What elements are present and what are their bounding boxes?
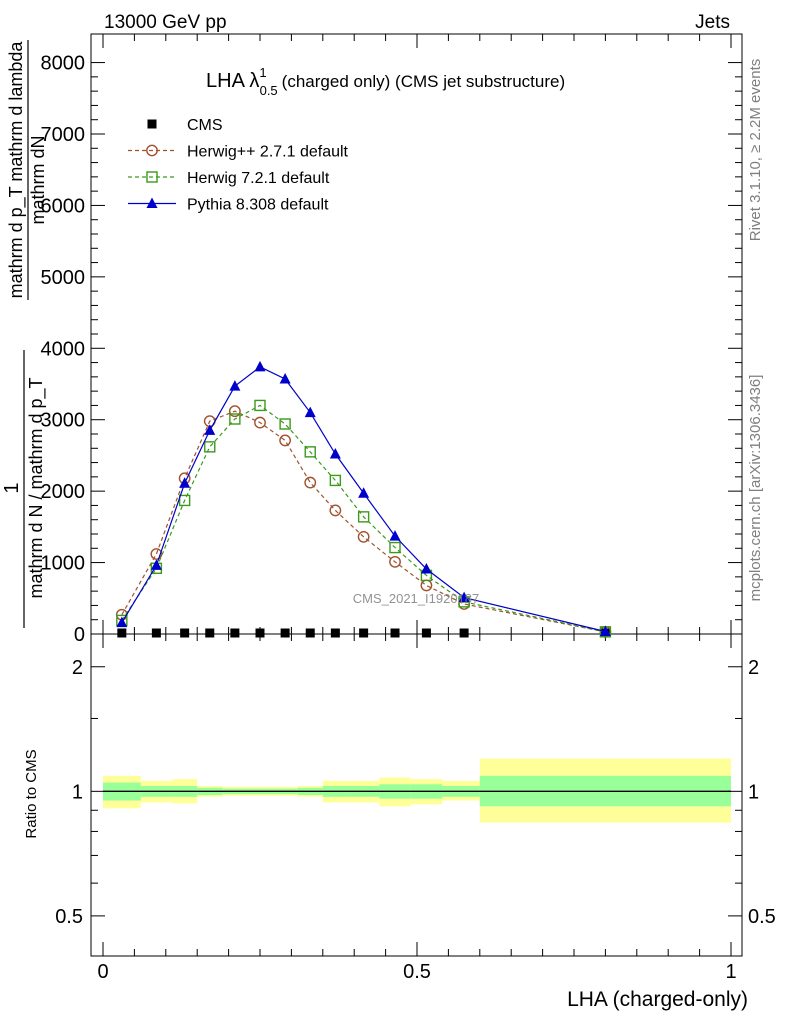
data-point [458,591,470,603]
data-point [254,416,266,429]
data-point [329,504,342,517]
series-3 [116,360,611,636]
data-point [254,360,266,372]
legend-label: CMS [187,117,223,134]
analysis-watermark: CMS_2021_I1920187 [353,591,480,606]
data-point [229,413,241,425]
data-point [205,628,215,638]
ratio-xtick-label: 1 [725,961,736,983]
data-point [279,434,292,447]
main-y-axis-label: mathrm dN mathrm d p_T mathrm d lambda 1… [1,40,48,628]
data-point [304,406,316,418]
main-ytick-label: 1000 [41,553,86,575]
data-point [420,579,433,592]
main-ytick-label: 6000 [41,195,86,217]
data-point [204,424,216,435]
ratio-ytick-label-left: 0.5 [55,906,83,928]
process-label: Jets [695,12,730,33]
ylabel-prefactor-den: mathrm d N / mathrm d p_T [26,377,47,598]
main-title: LHA λ1 0.5 (charged only) (CMS jet substru… [206,65,565,98]
data-point [279,418,291,430]
series-layer [115,360,612,638]
data-point [280,628,290,638]
main-ytick-label: 0 [74,624,85,646]
legend-marker [147,119,157,129]
series-2 [116,399,612,638]
data-point [254,399,266,412]
main-ytick-label: 5000 [41,267,86,289]
x-axis-label: LHA (charged-only) [567,988,748,1011]
data-point [329,474,342,487]
data-point [358,487,370,498]
legend-label: Herwig++ 2.7.1 default [187,144,349,161]
data-point [229,380,241,391]
energy-label: 13000 GeV pp [104,12,227,33]
legend-label: Herwig 7.2.1 default [187,170,330,187]
data-point [305,628,315,638]
data-point [459,628,469,638]
ratio-ytick-label-left: 1 [72,781,83,803]
data-point [180,628,190,638]
legend-marker [146,197,158,208]
ylabel-denominator: mathrm d p_T mathrm d lambda [6,41,27,299]
series-line [121,410,606,633]
ratio-ytick-label-right: 2 [748,657,759,679]
data-point [255,628,265,638]
ratio-ytick-label-left: 2 [72,657,83,679]
legend-marker [146,171,158,183]
ratio-xtick-label: 0.5 [403,961,431,983]
data-point [178,494,191,507]
ylabel-prefactor-num: 1 [1,482,23,493]
legend-marker [146,144,158,157]
data-point [179,477,191,488]
legend: CMS Herwig++ 2.7.1 default Herwig 7.2.1 de… [128,117,349,214]
data-point [150,559,162,570]
ratio-xtick-label: 0 [97,961,108,983]
ratio-ytick-label-right: 1 [748,781,759,803]
data-point [390,628,400,638]
main-ytick-label: 2000 [41,481,86,503]
data-point [151,628,161,638]
data-point [420,563,432,574]
legend-label: Pythia 8.308 default [187,197,329,214]
data-point [228,405,241,418]
data-point [304,476,317,489]
main-ytick-label: 4000 [41,338,86,360]
data-point [117,628,127,638]
data-point [357,511,370,523]
series-line [121,366,606,633]
main-axis-ticks: 0 1000 2000 3000 4000 5000 6000 7000 8000 0 0.5 1 0.… [41,34,776,983]
data-point [279,373,291,384]
data-point [359,628,369,638]
ratio-bands [103,758,731,823]
data-point [330,628,340,638]
data-point [329,448,341,459]
series-0 [117,628,610,638]
main-ytick-label: 7000 [41,124,86,146]
ratio-y-axis-label: Ratio to CMS [23,749,40,838]
data-point [304,446,316,458]
data-point [116,616,128,628]
data-point [357,530,370,543]
data-point [389,541,401,554]
data-point [599,625,611,636]
ylabel-numerator: mathrm dN [28,135,48,224]
main-ytick-label: 3000 [41,410,86,432]
ratio-ytick-label-right: 0.5 [748,906,776,928]
main-ytick-label: 8000 [41,53,86,75]
rivet-version-label: Rivet 3.1.10, ≥ 2.2M events [747,59,764,242]
data-point [204,441,216,453]
data-point [150,548,163,560]
data-point [421,628,431,638]
data-point [389,530,401,541]
data-point [230,628,240,638]
mcplots-reference-label: mcplots.cern.ch [arXiv:1306.3436] [747,375,764,602]
data-point [389,555,401,568]
